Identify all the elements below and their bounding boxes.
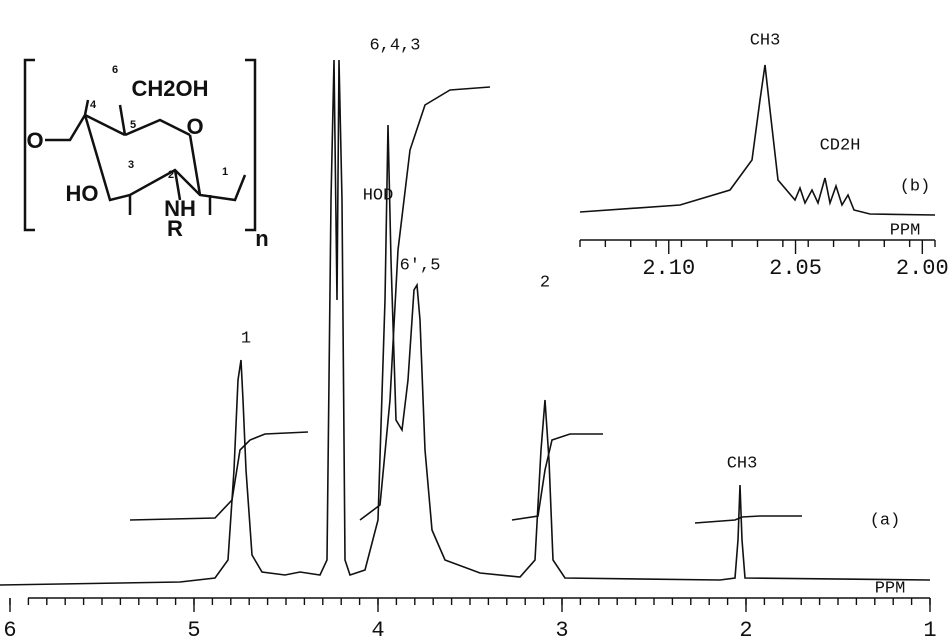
peak-label: 2 (540, 273, 550, 292)
x-tick-label: 6 (3, 618, 16, 641)
x-axis-label: PPM (875, 579, 906, 598)
peak-label: 6',5 (400, 256, 441, 275)
inset-x-axis-label: PPM (890, 221, 921, 240)
position-label: 5 (130, 119, 136, 131)
x-tick-label: 5 (187, 618, 200, 641)
peak-label: CH3 (727, 454, 758, 473)
x-tick-label: 2.05 (769, 256, 822, 281)
x-tick-label: 2.00 (896, 256, 949, 281)
spectrum-trace (0, 59, 931, 586)
x-tick-label: 1 (923, 618, 936, 641)
peak-label: 1 (241, 329, 251, 348)
peak-label: CD2H (820, 136, 861, 155)
integral-curve (129, 431, 309, 521)
x-tick-label: 3 (555, 618, 568, 641)
position-label: 6 (112, 64, 118, 76)
atom-label: O (186, 114, 203, 139)
atom-label: HO (66, 181, 99, 206)
atom-label: R (167, 216, 183, 241)
x-tick-label: 2.10 (642, 256, 695, 281)
integral-curve (359, 86, 491, 521)
structure (23, 58, 257, 232)
atom-label: n (255, 226, 268, 251)
position-label: 2 (168, 169, 174, 181)
atom-label: O (26, 128, 43, 153)
peak-label: CH3 (750, 31, 781, 50)
position-label: 4 (90, 99, 97, 111)
peak-label: HOD (363, 186, 394, 205)
atom-label: NH (164, 196, 196, 221)
peak-label: 6,4,3 (369, 36, 420, 55)
atom-label: CH2OH (131, 76, 208, 101)
position-label: 1 (222, 166, 228, 178)
position-label: 3 (128, 159, 134, 171)
inset-trace (579, 64, 936, 216)
panel-label: (a) (870, 511, 901, 530)
x-tick-label: 4 (371, 618, 384, 641)
panel-label: (b) (900, 177, 931, 196)
integral-curve (511, 433, 603, 521)
integral-curve (694, 515, 802, 524)
x-tick-label: 2 (739, 618, 752, 641)
